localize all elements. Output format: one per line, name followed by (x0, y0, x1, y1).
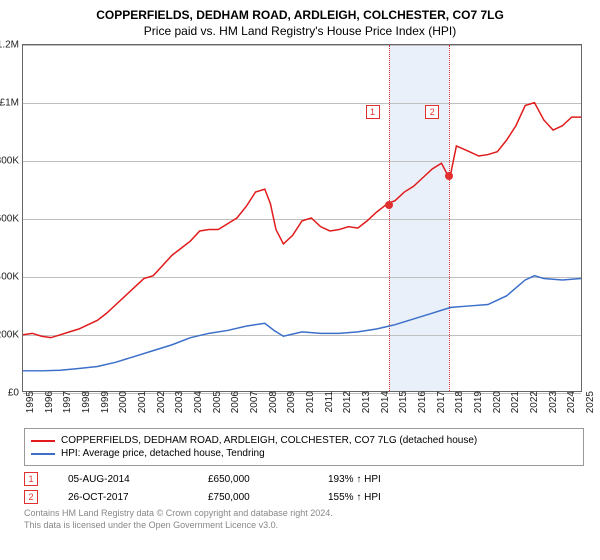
sale-marker: 1 (366, 105, 380, 119)
legend-row: HPI: Average price, detached house, Tend… (31, 448, 577, 459)
y-axis-tick: £600K (0, 214, 23, 225)
y-axis-tick: £400K (0, 272, 23, 283)
sale-date: 05-AUG-2014 (68, 474, 178, 485)
x-axis-tick: 2017 (434, 391, 447, 413)
x-axis-tick: 2012 (340, 391, 353, 413)
sale-row: 2 26-OCT-2017 £750,000 155% ↑ HPI (24, 490, 584, 504)
x-axis-tick: 1999 (98, 391, 111, 413)
sale-delta: 193% ↑ HPI (328, 474, 381, 485)
x-axis-tick: 2000 (116, 391, 129, 413)
x-axis-tick: 2020 (490, 391, 503, 413)
legend: COPPERFIELDS, DEDHAM ROAD, ARDLEIGH, COL… (24, 428, 584, 466)
x-axis-tick: 2015 (396, 391, 409, 413)
y-axis-tick: £0 (8, 388, 23, 399)
sale-dot (385, 201, 393, 209)
x-axis-tick: 2024 (564, 391, 577, 413)
y-axis-tick: £1M (0, 98, 23, 109)
x-axis-tick: 1996 (42, 391, 55, 413)
sale-row: 1 05-AUG-2014 £650,000 193% ↑ HPI (24, 472, 584, 486)
x-axis-tick: 2006 (228, 391, 241, 413)
x-axis-tick: 2023 (546, 391, 559, 413)
x-axis-tick: 2011 (322, 391, 335, 413)
sale-marker: 2 (425, 105, 439, 119)
attribution-line1: Contains HM Land Registry data © Crown c… (24, 508, 590, 520)
chart-area: £0£200K£400K£600K£800K£1M£1.2M1995199619… (22, 44, 582, 392)
x-axis-tick: 2022 (527, 391, 540, 413)
x-axis-tick: 2002 (154, 391, 167, 413)
y-axis-tick: £1.2M (0, 40, 23, 51)
chart-title: COPPERFIELDS, DEDHAM ROAD, ARDLEIGH, COL… (10, 8, 590, 22)
x-axis-tick: 2007 (247, 391, 260, 413)
x-axis-tick: 2008 (266, 391, 279, 413)
x-axis-tick: 2025 (583, 391, 596, 413)
y-axis-tick: £200K (0, 330, 23, 341)
x-axis-tick: 2010 (303, 391, 316, 413)
sale-date: 26-OCT-2017 (68, 492, 178, 503)
x-axis-tick: 2021 (508, 391, 521, 413)
x-axis-tick: 2018 (452, 391, 465, 413)
x-axis-tick: 2005 (210, 391, 223, 413)
legend-row: COPPERFIELDS, DEDHAM ROAD, ARDLEIGH, COL… (31, 435, 577, 446)
sale-price: £650,000 (208, 474, 298, 485)
attribution-line2: This data is licensed under the Open Gov… (24, 520, 590, 532)
y-axis-tick: £800K (0, 156, 23, 167)
x-axis-tick: 1997 (60, 391, 73, 413)
legend-swatch (31, 440, 55, 442)
x-axis-tick: 1995 (23, 391, 36, 413)
series-svg (23, 45, 581, 391)
x-axis-tick: 2013 (359, 391, 372, 413)
sale-dot (445, 172, 453, 180)
x-axis-tick: 2019 (471, 391, 484, 413)
x-axis-tick: 2003 (172, 391, 185, 413)
chart-subtitle: Price paid vs. HM Land Registry's House … (10, 22, 590, 44)
series-line (23, 276, 581, 371)
x-axis-tick: 2001 (135, 391, 148, 413)
attribution: Contains HM Land Registry data © Crown c… (24, 508, 590, 531)
x-axis-tick: 1998 (79, 391, 92, 413)
sale-delta: 155% ↑ HPI (328, 492, 381, 503)
legend-swatch (31, 453, 55, 455)
sales-table: 1 05-AUG-2014 £650,000 193% ↑ HPI 2 26-OCT-20… (24, 472, 584, 504)
sale-price: £750,000 (208, 492, 298, 503)
x-axis-tick: 2009 (284, 391, 297, 413)
legend-label: HPI: Average price, detached house, Tend… (61, 448, 265, 459)
x-axis-tick: 2016 (415, 391, 428, 413)
series-line (23, 103, 581, 338)
sale-marker-cell: 2 (24, 490, 38, 504)
legend-label: COPPERFIELDS, DEDHAM ROAD, ARDLEIGH, COL… (61, 435, 477, 446)
x-axis-tick: 2014 (378, 391, 391, 413)
x-axis-tick: 2004 (191, 391, 204, 413)
sale-marker-cell: 1 (24, 472, 38, 486)
